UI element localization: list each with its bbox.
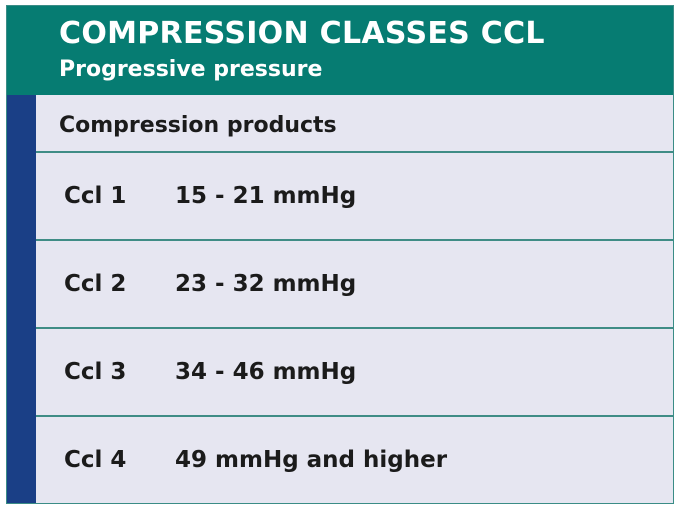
row-pressure-value: 34 - 46 mmHg xyxy=(175,359,357,385)
divider xyxy=(36,415,673,417)
header-subtitle: Progressive pressure xyxy=(59,57,323,82)
row-pressure-value: 49 mmHg and higher xyxy=(175,447,448,473)
section-title: Compression products xyxy=(59,113,337,138)
table-row: Ccl 3 34 - 46 mmHg xyxy=(36,329,673,415)
divider xyxy=(36,239,673,241)
row-class-label: Ccl 1 xyxy=(64,183,127,209)
row-pressure-value: 15 - 21 mmHg xyxy=(175,183,357,209)
row-class-label: Ccl 2 xyxy=(64,271,127,297)
table-row: Ccl 2 23 - 32 mmHg xyxy=(36,241,673,327)
header-title: COMPRESSION CLASSES CCL xyxy=(59,16,545,51)
row-pressure-value: 23 - 32 mmHg xyxy=(175,271,357,297)
divider xyxy=(36,327,673,329)
row-class-label: Ccl 3 xyxy=(64,359,127,385)
row-class-label: Ccl 4 xyxy=(64,447,127,473)
side-accent-bar xyxy=(7,95,36,503)
divider xyxy=(36,151,673,153)
table-row: Ccl 1 15 - 21 mmHg xyxy=(36,153,673,239)
table-row: Ccl 4 49 mmHg and higher xyxy=(36,417,673,503)
card-header: COMPRESSION CLASSES CCL Progressive pres… xyxy=(7,6,673,95)
compression-classes-card: COMPRESSION CLASSES CCL Progressive pres… xyxy=(6,5,674,504)
